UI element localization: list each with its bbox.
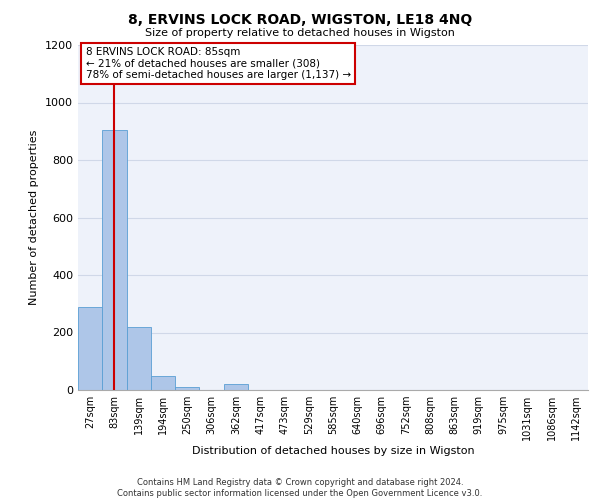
Bar — [151, 376, 175, 390]
Text: Size of property relative to detached houses in Wigston: Size of property relative to detached ho… — [145, 28, 455, 38]
Bar — [175, 386, 199, 390]
Bar — [224, 384, 248, 390]
Text: 8 ERVINS LOCK ROAD: 85sqm
← 21% of detached houses are smaller (308)
78% of semi: 8 ERVINS LOCK ROAD: 85sqm ← 21% of detac… — [86, 46, 351, 80]
Text: 8, ERVINS LOCK ROAD, WIGSTON, LE18 4NQ: 8, ERVINS LOCK ROAD, WIGSTON, LE18 4NQ — [128, 12, 472, 26]
Text: Contains HM Land Registry data © Crown copyright and database right 2024.
Contai: Contains HM Land Registry data © Crown c… — [118, 478, 482, 498]
Bar — [102, 130, 127, 390]
Bar — [127, 327, 151, 390]
X-axis label: Distribution of detached houses by size in Wigston: Distribution of detached houses by size … — [191, 446, 475, 456]
Y-axis label: Number of detached properties: Number of detached properties — [29, 130, 40, 305]
Bar — [78, 306, 102, 390]
